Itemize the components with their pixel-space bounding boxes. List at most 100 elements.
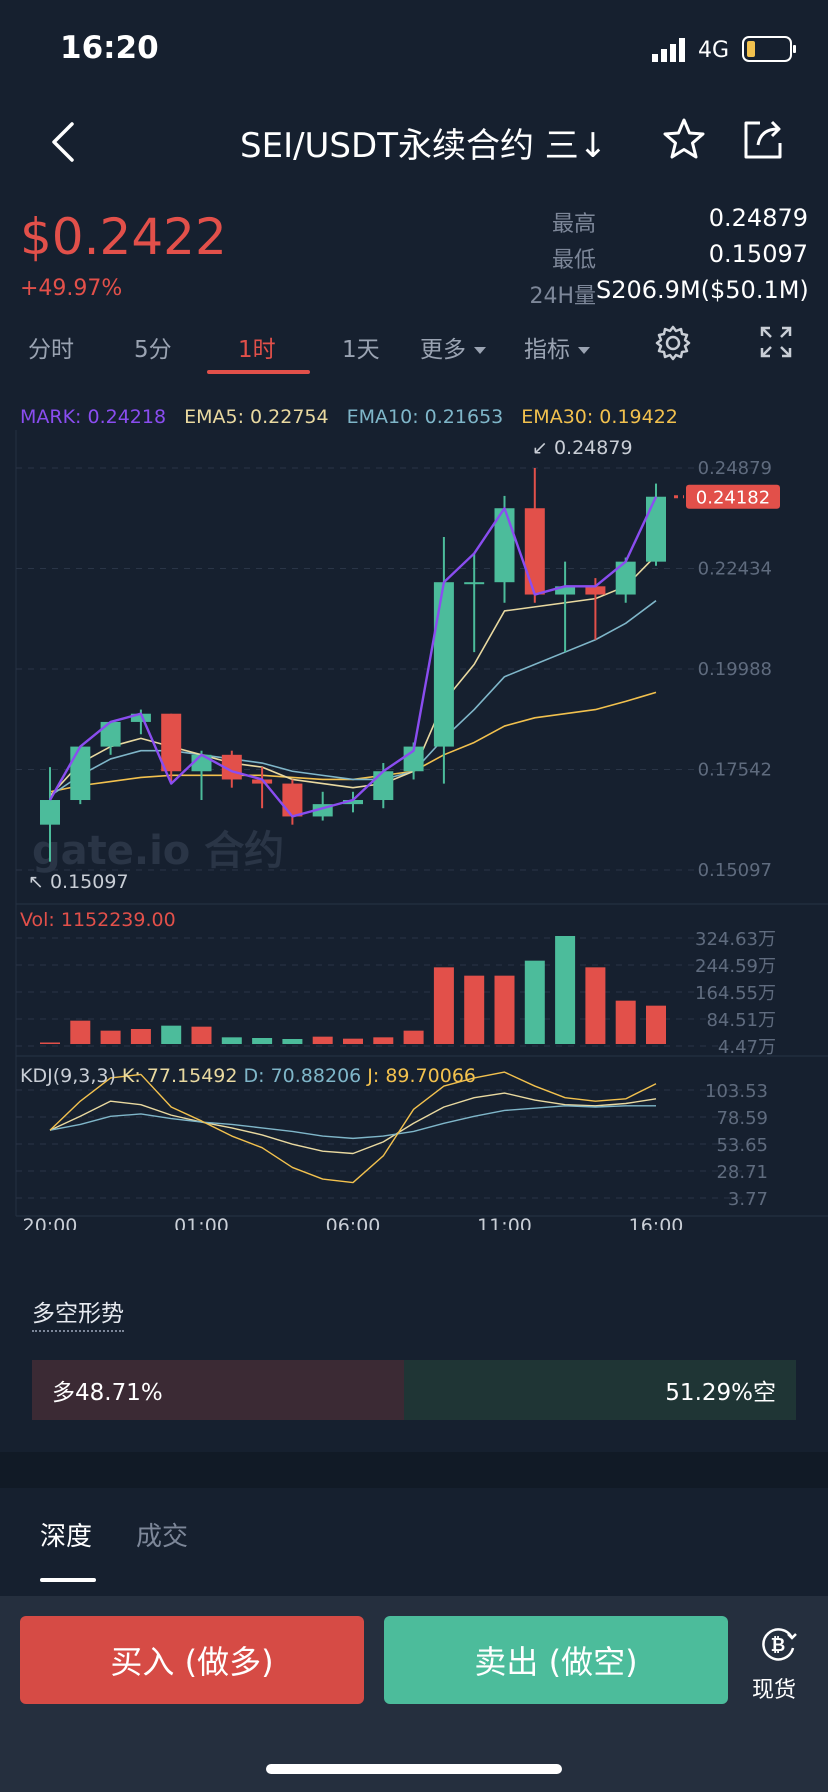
time-axis-label: 06:00 [326,1215,381,1230]
depth-tab-underline [40,1578,96,1582]
high-label: 最高 [551,212,596,237]
legend-ema30: EMA30: 0.19422 [521,406,678,428]
current-price-tag-text: 0.24182 [696,488,770,509]
chart-labels: 0.24879 0.22434 0.19988 0.17542 0.15097 324.6… [20,437,780,1230]
pair-title[interactable]: SEI/USDT永续合约 三↓ [240,126,608,166]
volume-bar [615,1000,636,1044]
price-axis-label: 0.15097 [698,860,772,881]
tab-indicators-label: 指标 [524,337,570,363]
svg-text:₿: ₿ [771,1635,786,1656]
tab-depth[interactable]: 深度 [40,1522,93,1552]
home-indicator [266,1764,562,1774]
current-price-tag [686,484,780,509]
low-label: 最低 [551,248,596,273]
volume-bar [252,1038,273,1044]
volume-bar [161,1025,182,1044]
high-value: 0.24879 [708,204,808,232]
tab-5min[interactable]: 5分 [134,337,172,363]
candle-body [252,779,273,784]
time-axis-label: 16:00 [629,1215,684,1230]
long-short-ratio-bar: 多48.71% 51.29%空 [32,1360,796,1420]
volume-bar [343,1038,363,1044]
volume-bar [282,1039,303,1044]
ema-lines [49,554,657,797]
volume-bar [464,975,485,1044]
volume-bar [494,975,515,1044]
long-short-title[interactable]: 多空形势 [32,1294,124,1332]
candle-body [464,582,485,585]
volume-24h-value: S206.9M($50.1M) [596,276,809,304]
candle-body [494,508,515,583]
indicator-legend: MARK: 0.24218 EMA5: 0.22754 EMA10: 0.216… [20,406,690,428]
sell-short-button[interactable]: 卖出 (做空) [384,1616,728,1704]
ema30-line [49,691,657,793]
tab-1hour[interactable]: 1时 [238,337,276,363]
favorite-star-icon[interactable] [662,117,706,161]
candle-body [524,508,545,595]
settings-gear-icon[interactable] [654,324,692,362]
candle-body [615,561,636,595]
candle-body [555,586,576,595]
legend-ema10: EMA10: 0.21653 [346,406,504,428]
candle-body [373,771,394,801]
time-axis-label: 20:00 [23,1215,78,1230]
kdj-axis-label: 3.77 [728,1189,768,1210]
active-tab-underline [207,370,310,374]
kdj-axis-label: 28.71 [716,1162,768,1183]
volume-bar [373,1037,394,1044]
volume-axis-label: 324.63万 [695,929,776,950]
bitcoin-spot-icon[interactable]: ₿ [758,1624,798,1664]
share-icon[interactable] [740,117,784,161]
status-time: 16:20 [60,30,159,66]
candle-body [100,721,121,747]
tab-timeline[interactable]: 分时 [28,337,74,363]
candle-body [282,783,303,817]
back-icon[interactable] [48,120,80,164]
tab-indicators[interactable]: 指标 [524,330,590,364]
volume-bar [524,960,545,1044]
volume-bar [70,1020,91,1044]
kdj-legend-item: KDJ(9,3,3) [20,1065,122,1087]
volume-bar [40,1042,60,1044]
ema10-line [49,600,657,797]
kdj-legend-item: K: 77.15492 [122,1065,244,1087]
tab-1day[interactable]: 1天 [342,337,380,363]
tab-more[interactable]: 更多 [420,330,486,364]
tab-trades[interactable]: 成交 [136,1522,189,1552]
chart-grid [15,430,828,1217]
kdj-axis-label: 103.53 [705,1081,768,1102]
tab-more-label: 更多 [420,337,466,363]
candle-body [40,800,60,825]
volume-bars [40,936,666,1044]
kdj-legend-item: D: 70.88206 [244,1065,368,1087]
candle-body [130,713,151,722]
volume-bar [100,1030,121,1044]
time-axis-label: 11:00 [477,1215,532,1230]
battery-icon [742,36,796,62]
price-axis-label: 0.19988 [698,659,772,680]
kdj-k-line [49,1092,657,1155]
volume-axis-label: 164.55万 [695,983,776,1004]
legend-ema5: EMA5: 0.22754 [184,406,329,428]
section-divider [0,1452,828,1488]
volume-bar [646,1005,666,1044]
price-axis-label: 0.24879 [698,458,772,479]
low-value: 0.15097 [708,240,808,268]
volume-axis-label: 244.59万 [695,956,776,977]
signal-icon [652,38,685,62]
price-axis-label: 0.22434 [698,558,772,579]
volume-bar [433,967,454,1044]
price-axis-label: 0.17542 [698,760,772,781]
candle-body [161,713,182,772]
fullscreen-icon[interactable] [760,326,792,358]
volume-bar [312,1036,333,1044]
buy-long-button[interactable]: 买入 (做多) [20,1616,364,1704]
spot-label[interactable]: 现货 [752,1678,797,1703]
mark-price-line [48,496,658,818]
volume-bar [403,1030,424,1044]
max-price-annotation: ↙ 0.24879 [532,437,633,459]
candle-body [70,746,91,801]
candle-body [646,496,666,562]
kline-chart[interactable]: gate.io 合约 0.248790.224340.199880.175420… [0,430,828,1230]
candle-body [585,586,606,595]
